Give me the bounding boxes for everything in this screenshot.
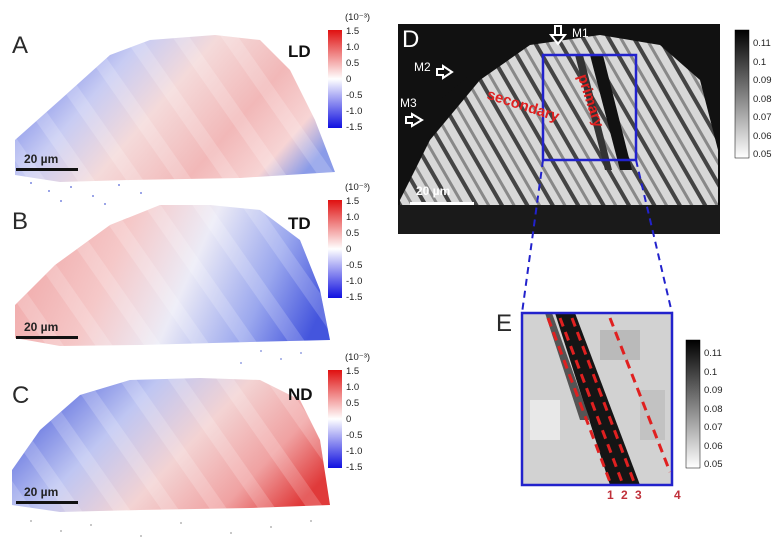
tick-label: 0.11 <box>704 348 722 359</box>
colorbar-ticks-b: 1.5 1.0 0.5 0 -0.5 -1.0 -1.5 <box>346 194 362 306</box>
tick-label: 0 <box>346 244 352 255</box>
tick-label: 0.08 <box>704 403 723 415</box>
tick-label: 1.0 <box>346 382 360 393</box>
colorbar-ticks-a: 1.5 1.0 0.5 0 -0.5 -1.0 -1.5 <box>346 24 362 136</box>
tick-label: 0.07 <box>753 112 772 123</box>
colorbar-a <box>328 30 342 128</box>
strain-map-ld <box>15 35 340 210</box>
grey-colorbar-ticks-d: 0.11 0.1 0.09 0.08 0.07 0.06 0.05 <box>753 35 772 165</box>
tick-label: 0.05 <box>753 149 772 160</box>
strain-map-nd <box>12 378 330 537</box>
grey-map-e <box>522 313 672 485</box>
zoom-panel-border <box>520 311 674 487</box>
strain-map-td <box>15 205 330 364</box>
tick-label: -0.5 <box>346 90 363 101</box>
line-number-3: 3 <box>635 488 642 502</box>
colorbar-c <box>328 370 342 468</box>
tick-label: -0.5 <box>346 430 363 441</box>
direction-label-td: TD <box>288 214 311 233</box>
direction-label-ld: LD <box>288 42 311 61</box>
tick-label: 1.0 <box>346 42 360 53</box>
trace-lines <box>546 317 672 483</box>
tick-label: 0.09 <box>704 385 723 396</box>
tick-label: 1.5 <box>346 196 360 207</box>
marker-label-m2: M2 <box>414 60 431 74</box>
arrow-icon-m2 <box>436 64 454 80</box>
line-number-1: 1 <box>607 488 614 502</box>
scale-bar-b <box>16 336 78 339</box>
scale-bar-label-a: 20 µm <box>24 152 59 166</box>
scale-bar-d <box>410 202 474 205</box>
tick-label: -1.0 <box>346 276 363 287</box>
scale-bar-c <box>16 501 78 504</box>
grey-colorbar-ticks-e: 0.11 0.1 0.09 0.08 0.07 0.06 0.05 <box>704 345 723 475</box>
tick-label: 0.5 <box>346 398 360 409</box>
zoom-line-left <box>521 159 544 314</box>
scale-bar-label-c: 20 µm <box>24 485 59 499</box>
tick-label: 0.5 <box>346 58 360 69</box>
tick-label: 1.0 <box>346 212 360 223</box>
tick-label: 0.06 <box>753 130 772 142</box>
tick-label: 0.11 <box>753 38 771 49</box>
arrow-icon-m1 <box>548 25 568 46</box>
marker-label-m3: M3 <box>400 96 417 110</box>
tick-label: 0.09 <box>753 75 772 86</box>
scale-bar-label-d: 20 µm <box>416 184 451 198</box>
tick-label: 0 <box>346 414 352 425</box>
panel-letter-c: C <box>12 382 30 409</box>
tick-label: 0.07 <box>704 422 723 433</box>
panel-letter-b: B <box>12 208 29 235</box>
scale-bar-label-b: 20 µm <box>24 320 59 334</box>
tick-label: 0 <box>346 74 352 85</box>
colorbar-unit-c: (10⁻³) <box>345 352 371 363</box>
tick-label: 0.5 <box>346 228 360 239</box>
colorbar-ticks-c: 1.5 1.0 0.5 0 -0.5 -1.0 -1.5 <box>346 364 362 476</box>
zoom-line-right <box>635 159 673 314</box>
direction-label-nd: ND <box>288 385 313 404</box>
panel-letter-e: E <box>496 310 513 337</box>
tick-label: 1.5 <box>346 26 360 37</box>
zoom-box <box>541 53 638 162</box>
panel-letter-a: A <box>12 32 29 59</box>
line-number-4: 4 <box>674 488 681 502</box>
marker-label-m1: M1 <box>572 26 589 40</box>
tick-label: 0.1 <box>704 366 718 378</box>
tick-label: 1.5 <box>346 366 360 377</box>
tick-label: -1.0 <box>346 446 363 457</box>
tick-label: -1.5 <box>346 122 363 133</box>
colorbar-unit-a: (10⁻³) <box>345 12 371 23</box>
tick-label: -1.5 <box>346 462 363 473</box>
grey-colorbar-d <box>734 29 750 159</box>
colorbar-unit-b: (10⁻³) <box>345 182 371 193</box>
tick-label: -0.5 <box>346 260 363 271</box>
tick-label: 0.06 <box>704 440 723 452</box>
panel-letter-d: D <box>402 26 420 53</box>
grey-colorbar-e <box>685 339 701 469</box>
line-number-2: 2 <box>621 488 628 502</box>
colorbar-b <box>328 200 342 298</box>
tick-label: 0.1 <box>753 56 767 68</box>
tick-label: 0.08 <box>753 93 772 105</box>
tick-label: -1.5 <box>346 292 363 303</box>
arrow-icon-m3 <box>405 112 424 128</box>
scale-bar-a <box>16 168 78 171</box>
tick-label: -1.0 <box>346 106 363 117</box>
grey-map-d <box>398 24 720 234</box>
tick-label: 0.05 <box>704 459 723 470</box>
